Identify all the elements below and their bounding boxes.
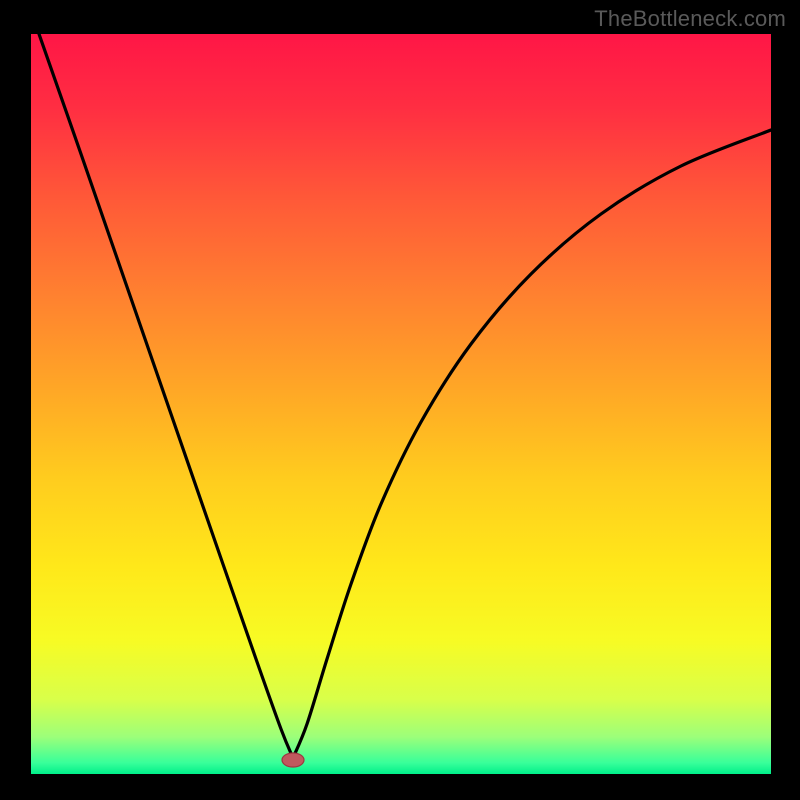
- watermark-text: TheBottleneck.com: [594, 6, 786, 32]
- bottleneck-v-curve: [39, 34, 771, 758]
- minimum-marker: [282, 753, 304, 767]
- curve-layer: [31, 34, 771, 774]
- canvas-frame: TheBottleneck.com: [0, 0, 800, 800]
- plot-area: [31, 34, 771, 774]
